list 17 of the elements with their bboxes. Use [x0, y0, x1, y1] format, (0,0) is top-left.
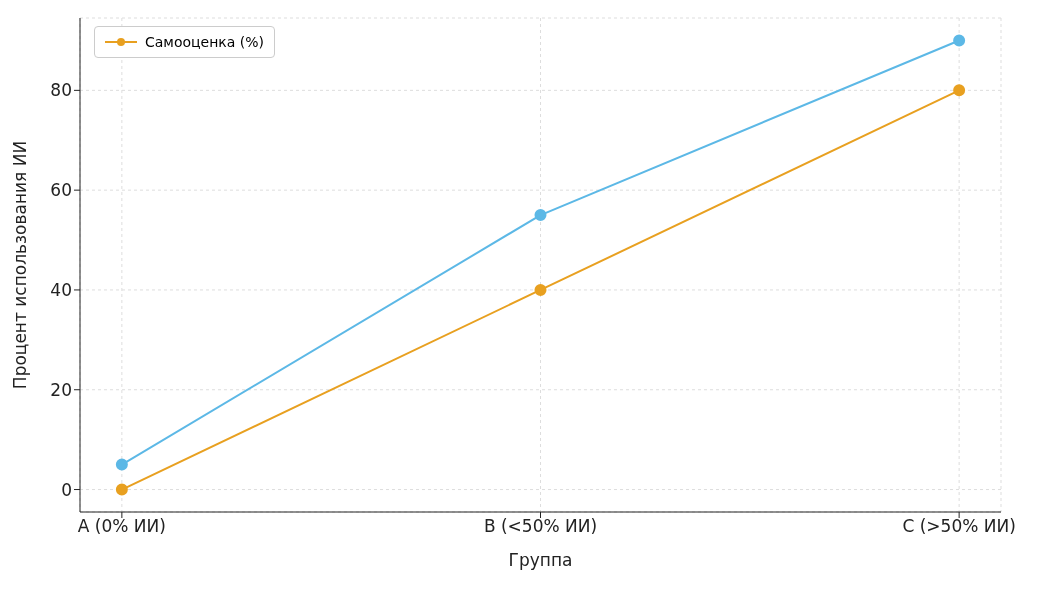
- y-tick-label: 20: [50, 379, 72, 400]
- point: [953, 34, 966, 47]
- point: [534, 209, 547, 222]
- legend-label: Самооценка (%): [145, 34, 265, 50]
- y-axis-title: Процент использования ИИ: [10, 140, 31, 390]
- point: [534, 283, 547, 296]
- point: [115, 458, 128, 471]
- point: [953, 84, 966, 97]
- y-tick-label: 40: [50, 279, 72, 300]
- y-tick-label: 0: [61, 479, 72, 500]
- x-axis-title: Группа: [508, 550, 573, 570]
- point: [115, 483, 128, 496]
- x-tick-label: A (0% ИИ): [77, 516, 166, 537]
- y-tick-label: 60: [50, 180, 72, 201]
- x-tick-label: B (<50% ИИ): [483, 516, 598, 537]
- x-tick-label: C (>50% ИИ): [902, 516, 1016, 537]
- y-tick-label: 80: [50, 80, 72, 101]
